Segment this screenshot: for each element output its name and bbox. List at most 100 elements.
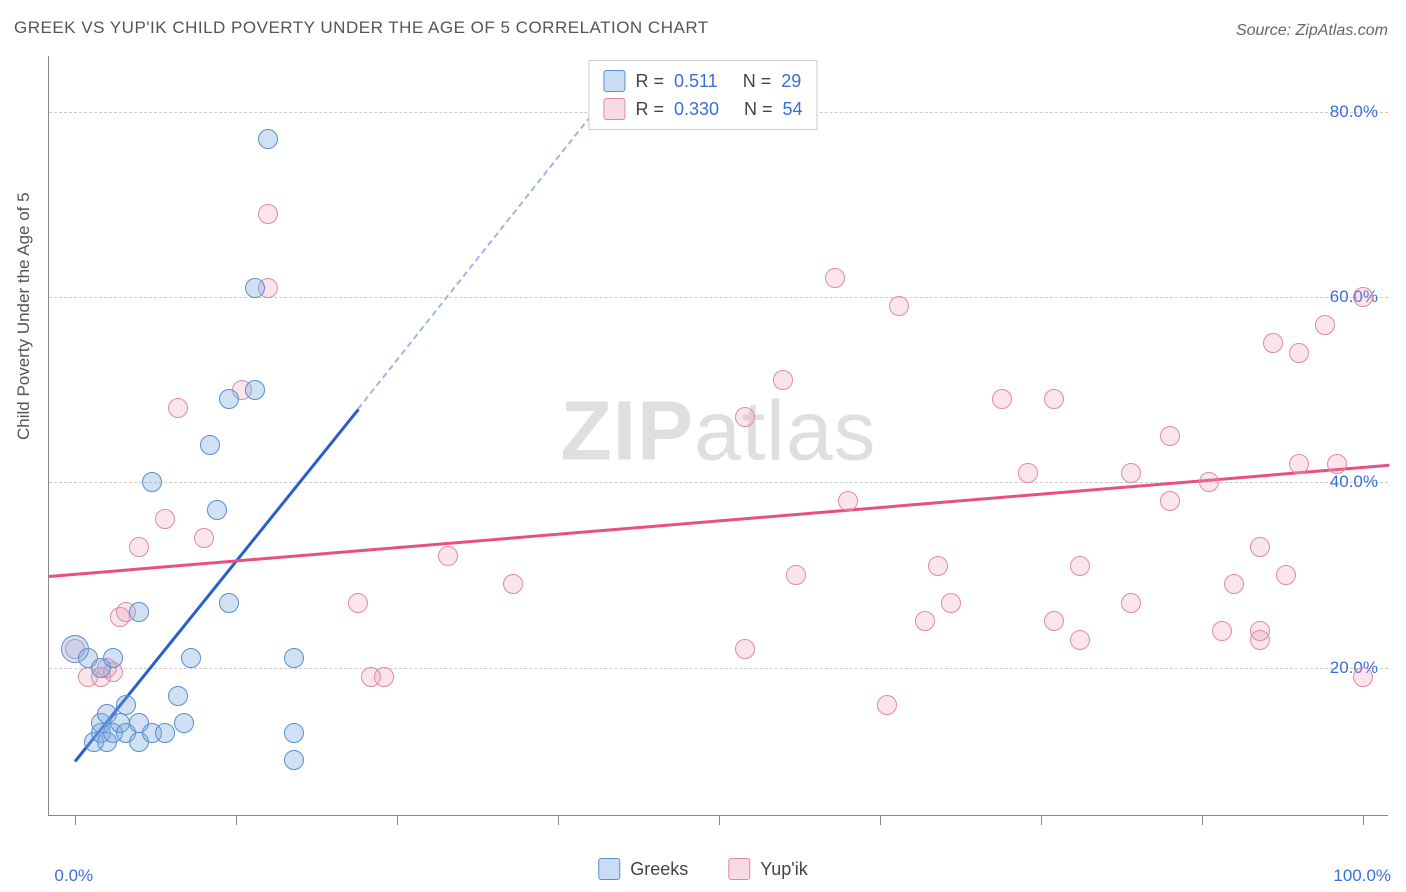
point-greek <box>245 278 265 298</box>
point-greek <box>200 435 220 455</box>
point-yupik <box>1121 593 1141 613</box>
point-yupik <box>1327 454 1347 474</box>
point-greek <box>103 648 123 668</box>
point-yupik <box>1250 537 1270 557</box>
point-yupik <box>155 509 175 529</box>
source-attribution: Source: ZipAtlas.com <box>1236 22 1388 40</box>
x-tick <box>1202 815 1203 825</box>
point-yupik <box>1289 343 1309 363</box>
point-yupik <box>735 639 755 659</box>
trendline-greek-extrapolated <box>357 84 616 410</box>
correlation-legend: R = 0.511 N = 29 R = 0.330 N = 54 <box>588 60 817 130</box>
point-greek <box>207 500 227 520</box>
watermark-atlas: atlas <box>694 383 876 477</box>
n-value-yupik: 54 <box>783 99 803 120</box>
y-tick-label: 40.0% <box>1330 472 1378 492</box>
r-value-yupik: 0.330 <box>674 99 719 120</box>
point-yupik <box>928 556 948 576</box>
point-greek <box>116 695 136 715</box>
point-yupik <box>915 611 935 631</box>
point-yupik <box>1160 426 1180 446</box>
x-tick <box>719 815 720 825</box>
point-yupik <box>194 528 214 548</box>
point-yupik <box>1250 621 1270 641</box>
n-label: N = <box>743 71 772 92</box>
point-yupik <box>735 407 755 427</box>
r-label: R = <box>635 71 664 92</box>
point-greek <box>219 389 239 409</box>
n-value-greek: 29 <box>781 71 801 92</box>
point-yupik <box>1018 463 1038 483</box>
point-yupik <box>1212 621 1232 641</box>
point-yupik <box>1044 611 1064 631</box>
point-yupik <box>129 537 149 557</box>
legend-item-greek: Greeks <box>598 858 688 880</box>
point-yupik <box>1276 565 1296 585</box>
x-tick <box>397 815 398 825</box>
point-yupik <box>1353 667 1373 687</box>
plot-area: ZIPatlas 20.0%40.0%60.0%80.0% <box>48 56 1388 816</box>
trendline-yupik <box>49 464 1389 578</box>
x-tick <box>236 815 237 825</box>
chart-title: GREEK VS YUP'IK CHILD POVERTY UNDER THE … <box>14 18 709 38</box>
x-tick <box>75 815 76 825</box>
point-yupik <box>374 667 394 687</box>
point-yupik <box>1289 454 1309 474</box>
gridline <box>49 668 1388 669</box>
correlation-row-yupik: R = 0.330 N = 54 <box>603 95 802 123</box>
x-tick <box>1363 815 1364 825</box>
gridline <box>49 297 1388 298</box>
point-yupik <box>1121 463 1141 483</box>
point-greek <box>155 723 175 743</box>
point-yupik <box>168 398 188 418</box>
r-label: R = <box>635 99 664 120</box>
point-yupik <box>503 574 523 594</box>
point-greek <box>142 472 162 492</box>
point-yupik <box>1315 315 1335 335</box>
x-tick <box>558 815 559 825</box>
n-label: N = <box>744 99 773 120</box>
r-value-greek: 0.511 <box>674 71 718 92</box>
point-yupik <box>889 296 909 316</box>
point-greek <box>129 602 149 622</box>
trendline-greek <box>74 409 360 763</box>
point-greek <box>258 129 278 149</box>
point-yupik <box>1160 491 1180 511</box>
watermark-zip: ZIP <box>560 383 694 477</box>
x-tick <box>1041 815 1042 825</box>
point-yupik <box>786 565 806 585</box>
correlation-row-greek: R = 0.511 N = 29 <box>603 67 802 95</box>
point-yupik <box>941 593 961 613</box>
point-yupik <box>825 268 845 288</box>
y-tick-label: 80.0% <box>1330 102 1378 122</box>
legend-label-yupik: Yup'ik <box>760 859 807 880</box>
point-greek <box>168 686 188 706</box>
point-greek <box>181 648 201 668</box>
x-tick-label: 100.0% <box>1333 866 1391 886</box>
point-yupik <box>992 389 1012 409</box>
point-yupik <box>1199 472 1219 492</box>
point-yupik <box>438 546 458 566</box>
point-yupik <box>1353 287 1373 307</box>
point-yupik <box>773 370 793 390</box>
point-greek <box>284 723 304 743</box>
point-greek <box>284 648 304 668</box>
swatch-yupik-icon <box>603 98 625 120</box>
point-yupik <box>1044 389 1064 409</box>
legend-item-yupik: Yup'ik <box>728 858 807 880</box>
x-tick <box>880 815 881 825</box>
y-axis-label: Child Poverty Under the Age of 5 <box>14 192 34 440</box>
point-yupik <box>1070 556 1090 576</box>
point-greek <box>174 713 194 733</box>
point-yupik <box>1224 574 1244 594</box>
series-legend: Greeks Yup'ik <box>598 858 808 880</box>
point-yupik <box>1263 333 1283 353</box>
point-yupik <box>258 204 278 224</box>
point-yupik <box>838 491 858 511</box>
swatch-greek-icon <box>603 70 625 92</box>
point-yupik <box>1070 630 1090 650</box>
legend-label-greek: Greeks <box>630 859 688 880</box>
point-greek <box>284 750 304 770</box>
point-yupik <box>348 593 368 613</box>
point-greek <box>245 380 265 400</box>
